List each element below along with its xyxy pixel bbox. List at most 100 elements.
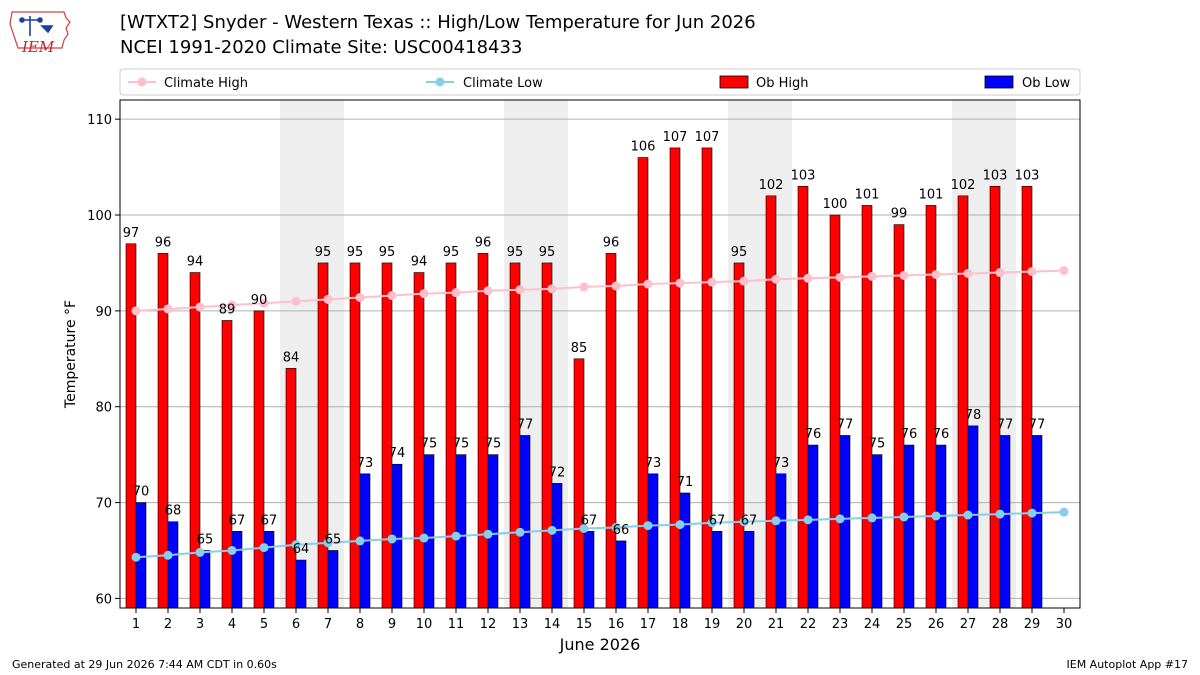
x-axis-title: June 2026 bbox=[559, 635, 641, 654]
chart-subtitle: NCEI 1991-2020 Climate Site: USC00418433 bbox=[120, 37, 523, 58]
y-tick-label-80: 80 bbox=[95, 401, 112, 416]
legend-ob-high-swatch bbox=[719, 75, 749, 89]
ob-low-label-26: 76 bbox=[933, 427, 950, 442]
climate-low-point-29 bbox=[1027, 508, 1037, 518]
ob-high-label-13: 95 bbox=[507, 245, 524, 260]
chart-title: [WTXT2] Snyder - Western Texas :: High/L… bbox=[120, 12, 756, 33]
ob-low-label-22: 76 bbox=[805, 427, 822, 442]
x-tick-label-18: 18 bbox=[672, 617, 689, 632]
ob-low-label-12: 75 bbox=[485, 437, 502, 452]
climate-low-point-16 bbox=[611, 522, 621, 532]
ob-high-label-6: 84 bbox=[283, 350, 300, 365]
climate-high-point-22 bbox=[803, 273, 813, 283]
ob-low-bar-28 bbox=[999, 435, 1011, 609]
legend-climate-low-marker bbox=[435, 77, 445, 87]
climate-low-point-5 bbox=[259, 543, 269, 553]
ob-low-label-10: 75 bbox=[421, 437, 438, 452]
ob-high-bar-19 bbox=[701, 147, 713, 609]
ob-low-bar-22 bbox=[807, 444, 819, 609]
climate-low-point-22 bbox=[803, 515, 813, 525]
ob-high-bar-22 bbox=[797, 185, 809, 609]
x-tick-label-8: 8 bbox=[356, 617, 364, 632]
climate-high-point-15 bbox=[579, 282, 589, 292]
climate-high-point-17 bbox=[643, 279, 653, 289]
ob-high-label-20: 95 bbox=[731, 245, 748, 260]
ob-high-bar-12 bbox=[477, 253, 489, 609]
climate-high-point-12 bbox=[483, 286, 493, 296]
ob-high-label-5: 90 bbox=[251, 293, 268, 308]
climate-low-point-7 bbox=[323, 538, 333, 548]
ob-high-label-24: 101 bbox=[855, 187, 880, 202]
x-tick-label-27: 27 bbox=[960, 617, 977, 632]
ob-high-label-19: 107 bbox=[695, 130, 720, 145]
y-axis-title: Temperature °F bbox=[63, 300, 79, 409]
climate-low-point-4 bbox=[227, 545, 237, 555]
x-tick-label-26: 26 bbox=[928, 617, 945, 632]
ob-high-label-1: 97 bbox=[123, 226, 140, 241]
x-tick-label-15: 15 bbox=[576, 617, 593, 632]
ob-low-bar-7 bbox=[327, 550, 339, 609]
ob-low-label-4: 67 bbox=[229, 513, 246, 528]
climate-high-point-27 bbox=[963, 268, 973, 278]
climate-low-point-23 bbox=[835, 514, 845, 524]
ob-low-bar-11 bbox=[455, 454, 467, 609]
x-tick-label-19: 19 bbox=[704, 617, 721, 632]
app-label: IEM Autoplot App #17 bbox=[1066, 658, 1189, 671]
ob-high-bar-28 bbox=[989, 185, 1001, 609]
ob-high-bar-21 bbox=[765, 195, 777, 609]
ob-low-bar-14 bbox=[551, 483, 563, 609]
climate-high-point-1 bbox=[131, 306, 141, 316]
ob-low-label-2: 68 bbox=[165, 504, 182, 519]
ob-high-bar-17 bbox=[637, 157, 649, 609]
ob-high-bar-29 bbox=[1021, 185, 1033, 609]
ob-high-bar-3 bbox=[189, 272, 201, 609]
climate-low-point-18 bbox=[675, 520, 685, 530]
climate-high-point-8 bbox=[355, 292, 365, 302]
ob-low-label-21: 73 bbox=[773, 456, 790, 471]
x-tick-label-1: 1 bbox=[132, 617, 140, 632]
climate-high-line bbox=[135, 269, 1065, 312]
climate-low-point-12 bbox=[483, 529, 493, 539]
ob-high-bar-7 bbox=[317, 262, 329, 609]
legend-ob-low-swatch bbox=[984, 75, 1014, 89]
ob-low-label-1: 70 bbox=[133, 485, 150, 500]
y-tick-label-110: 110 bbox=[87, 113, 112, 128]
climate-high-point-26 bbox=[931, 269, 941, 279]
x-tick-label-4: 4 bbox=[228, 617, 236, 632]
ob-high-bar-15 bbox=[573, 358, 585, 609]
ob-high-bar-5 bbox=[253, 310, 265, 609]
ob-low-bar-5 bbox=[263, 531, 275, 609]
ob-low-bar-15 bbox=[583, 531, 595, 609]
climate-high-point-21 bbox=[771, 274, 781, 284]
ob-low-bar-20 bbox=[743, 531, 755, 609]
x-tick-label-20: 20 bbox=[736, 617, 753, 632]
climate-low-point-21 bbox=[771, 516, 781, 526]
ob-high-label-9: 95 bbox=[379, 245, 396, 260]
generated-timestamp: Generated at 29 Jun 2026 7:44 AM CDT in … bbox=[12, 658, 277, 671]
climate-high-point-25 bbox=[899, 270, 909, 280]
climate-high-point-4 bbox=[227, 300, 237, 310]
ob-high-bar-8 bbox=[349, 262, 361, 609]
climate-low-point-15 bbox=[579, 523, 589, 533]
ob-high-label-10: 94 bbox=[411, 255, 428, 270]
ob-high-bar-18 bbox=[669, 147, 681, 609]
grid-lines bbox=[120, 118, 1080, 599]
ob-high-bar-11 bbox=[445, 262, 457, 609]
ob-high-label-27: 102 bbox=[951, 178, 976, 193]
ob-low-label-7: 65 bbox=[325, 532, 342, 547]
ob-low-label-16: 66 bbox=[613, 523, 630, 538]
bars bbox=[125, 147, 1043, 609]
x-tick-label-11: 11 bbox=[448, 617, 465, 632]
ob-high-bar-13 bbox=[509, 262, 521, 609]
legend-ob-low-label: Ob Low bbox=[1022, 76, 1071, 91]
ob-low-label-25: 76 bbox=[901, 427, 918, 442]
ob-high-bar-9 bbox=[381, 262, 393, 609]
ob-low-label-28: 77 bbox=[997, 417, 1014, 432]
ob-high-label-8: 95 bbox=[347, 245, 364, 260]
x-tick-label-23: 23 bbox=[832, 617, 849, 632]
ob-high-label-25: 99 bbox=[891, 207, 908, 222]
ob-low-label-11: 75 bbox=[453, 437, 470, 452]
ob-low-label-13: 77 bbox=[517, 417, 534, 432]
climate-high-point-29 bbox=[1027, 267, 1037, 277]
